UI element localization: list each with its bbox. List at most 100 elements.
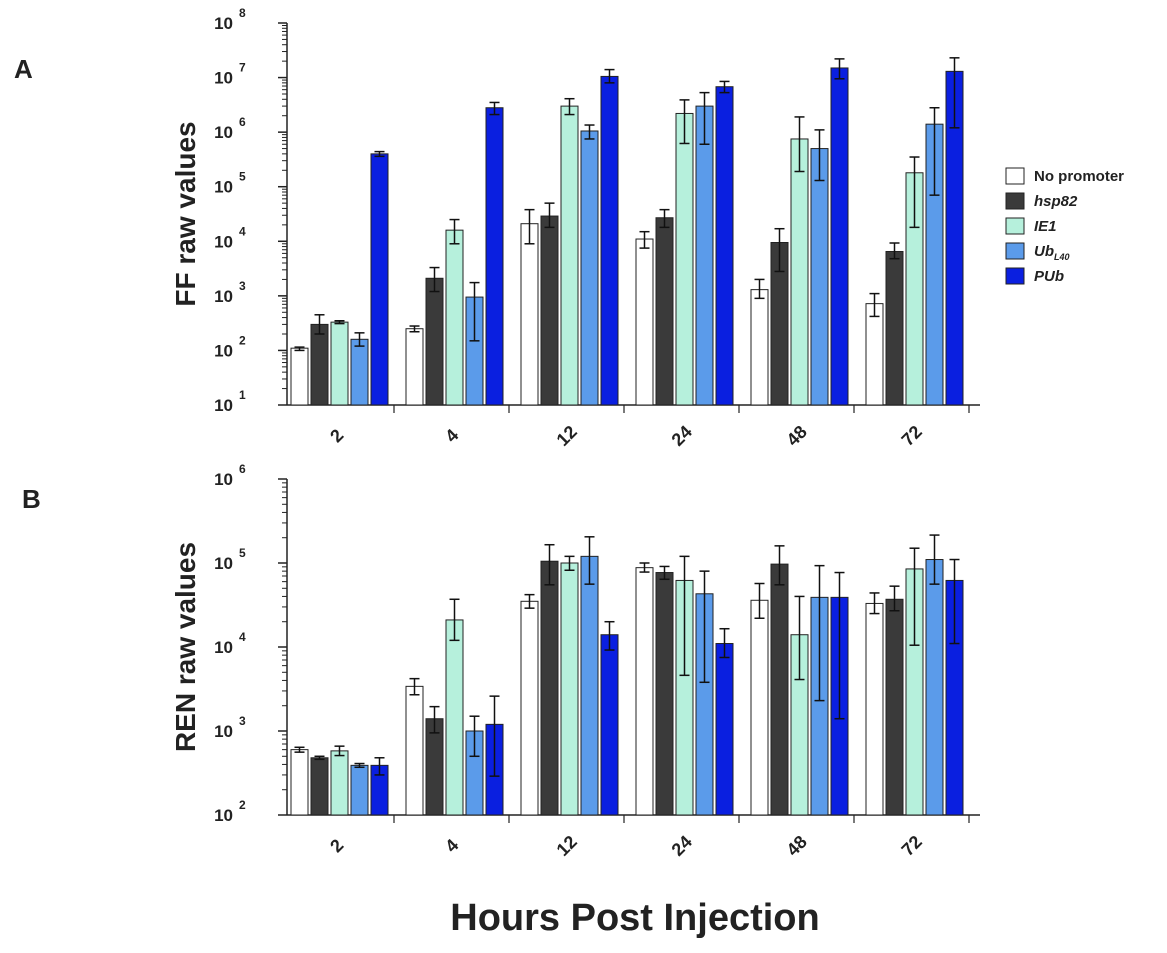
bar [635,567,654,816]
bar [560,105,579,406]
x-tick-label: 48 [783,832,811,860]
y-tick-label: 10 [214,14,233,33]
bar [810,148,829,406]
bar [540,215,559,406]
legend-swatch [1005,242,1025,260]
y-tick-exponent: 4 [239,224,246,238]
bar [715,86,734,406]
x-tick-label: 4 [441,835,462,856]
x-tick-label: 12 [553,422,581,450]
bar [350,338,369,406]
y-tick-label: 10 [214,287,233,306]
y-tick-label: 10 [214,470,233,489]
y-axis-label: REN raw values [170,542,201,752]
legend-swatch [1005,192,1025,210]
legend-label: hsp82 [1034,193,1078,210]
panel-letter-b: B [22,484,41,514]
bar [310,323,329,406]
y-tick-exponent: 1 [239,388,246,402]
y-tick-exponent: 6 [239,115,246,129]
x-tick-label: 2 [326,425,347,446]
bar [925,559,944,816]
y-tick-exponent: 3 [239,279,246,293]
panel-letter-a: A [14,54,33,84]
legend-label: IE1 [1034,218,1057,235]
bar [405,328,424,406]
legend: No promoter hsp82 IE1 UbL40 PUb [1005,167,1124,285]
y-tick-label: 10 [214,341,233,360]
legend-swatch [1005,167,1025,185]
bar [885,598,904,816]
y-tick-label: 10 [214,722,233,741]
bar [600,75,619,406]
bar [695,105,714,406]
bar [405,685,424,816]
x-tick-label: 48 [783,422,811,450]
legend-swatch [1005,267,1025,285]
bar [750,289,769,406]
bar [485,107,504,406]
y-tick-exponent: 5 [239,546,246,560]
bar [350,764,369,816]
y-tick-exponent: 8 [239,6,246,20]
y-tick-exponent: 4 [239,630,246,644]
bar [445,229,464,406]
bar [865,602,884,816]
y-tick-exponent: 5 [239,170,246,184]
x-tick-label: 4 [441,425,462,446]
bar [580,130,599,406]
x-tick-label: 12 [553,832,581,860]
y-tick-label: 10 [214,123,233,142]
y-tick-label: 10 [214,232,233,251]
legend-label: UbL40 [1034,243,1070,262]
legend-swatch [1005,217,1025,235]
legend-label: PUb [1034,268,1064,285]
bar [370,153,389,406]
bar [600,634,619,816]
bar [790,138,809,406]
x-tick-label: 24 [668,422,696,450]
bar [655,572,674,816]
bar [770,563,789,816]
bar [445,619,464,816]
bar [750,599,769,816]
y-tick-label: 10 [214,638,233,657]
bar [560,562,579,816]
bar [290,749,309,816]
bar [330,321,349,406]
y-tick-exponent: 2 [239,333,246,347]
y-tick-label: 10 [214,69,233,88]
bar [885,250,904,406]
y-tick-exponent: 2 [239,798,246,812]
y-axis-label: FF raw values [170,121,201,306]
bar [830,67,849,406]
bar [520,223,539,406]
bar [580,555,599,816]
y-tick-label: 10 [214,178,233,197]
y-tick-exponent: 3 [239,714,246,728]
y-tick-exponent: 7 [239,61,246,75]
bar [635,238,654,406]
y-tick-label: 10 [214,396,233,415]
x-tick-label: 72 [898,422,926,450]
bar [520,600,539,816]
bar [655,217,674,406]
bar [715,643,734,816]
bar [865,303,884,406]
x-tick-label: 24 [668,832,696,860]
bar [330,750,349,816]
bar [540,560,559,816]
y-tick-label: 10 [214,806,233,825]
legend-label: No promoter [1034,168,1124,185]
x-axis-label: Hours Post Injection [450,897,819,939]
y-tick-exponent: 6 [239,462,246,476]
x-tick-label: 2 [326,835,347,856]
bar [425,277,444,406]
bar [310,757,329,816]
y-tick-label: 10 [214,554,233,573]
